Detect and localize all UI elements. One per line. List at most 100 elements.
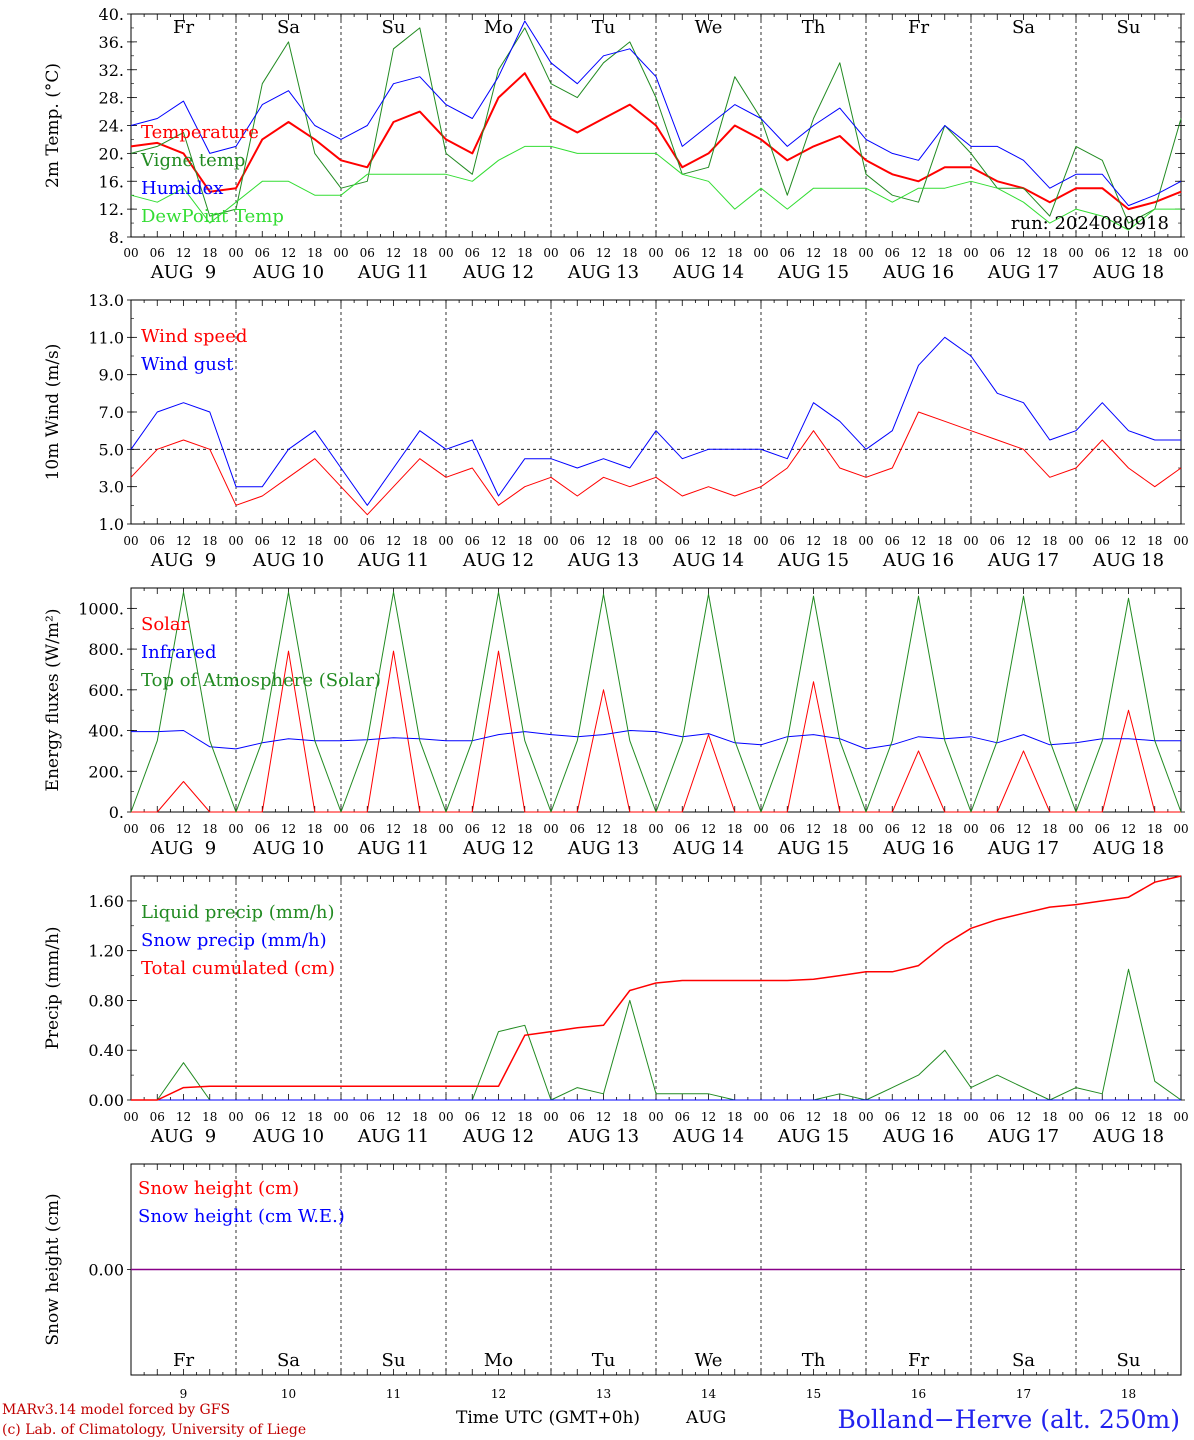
hour-tick-label: 18 — [832, 534, 847, 548]
hour-tick-label: 18 — [1042, 1110, 1057, 1124]
series-line-top-of-atmosphere-solar- — [130, 591, 1182, 813]
date-label: AUG 13 — [567, 262, 639, 283]
hour-tick-label: 06 — [570, 1110, 585, 1124]
y-axis-title: Snow height (cm) — [43, 1193, 63, 1345]
hour-tick-label: 12 — [176, 534, 191, 548]
hour-tick-label: 18 — [1042, 246, 1057, 260]
date-label: AUG 11 — [357, 550, 429, 571]
y-tick-label: 8. — [109, 228, 124, 247]
plot-frame — [130, 587, 1182, 813]
weekday-label: Fr — [173, 17, 194, 38]
date-label: AUG 14 — [672, 262, 744, 283]
date-label: AUG 18 — [1092, 550, 1164, 571]
weekday-label: We — [695, 17, 723, 38]
hour-tick-label: 12 — [806, 1110, 821, 1124]
hour-tick-label: 00 — [1173, 822, 1188, 836]
hour-tick-label: 06 — [780, 246, 795, 260]
hour-tick-label: 18 — [937, 1110, 952, 1124]
hour-tick-label: 12 — [701, 1110, 716, 1124]
hour-tick-label: 00 — [438, 822, 453, 836]
date-label: AUG 15 — [777, 550, 849, 571]
weekday-label: Fr — [173, 1350, 194, 1371]
legend-entry: Infrared — [141, 642, 216, 663]
panel-2: 13.0 11.0 9.0 7.0 5.0 3.0 1.0 10m Wind (m/s) Win… — [43, 291, 1189, 571]
footer-model-line2: (c) Lab. of Climatology, University of L… — [2, 1422, 306, 1438]
hour-tick-label: 18 — [202, 1110, 217, 1124]
weekday-label: Mo — [484, 1350, 513, 1371]
y-tick-label: 0.80 — [88, 991, 124, 1010]
date-label: AUG 13 — [567, 838, 639, 859]
y-axis-title: 2m Temp. (°C) — [43, 63, 63, 188]
hour-tick-label: 12 — [176, 246, 191, 260]
y-tick-label: 0. — [109, 803, 124, 822]
hour-tick-label: 06 — [780, 822, 795, 836]
hour-tick-label: 00 — [123, 246, 138, 260]
hour-tick-label: 18 — [307, 822, 322, 836]
legend-entry: Top of Atmosphere (Solar) — [141, 670, 381, 691]
hour-tick-label: 00 — [1173, 1110, 1188, 1124]
hour-tick-label: 12 — [176, 1110, 191, 1124]
date-label: AUG 9 — [150, 262, 216, 283]
series-line-dewpoint-temp — [130, 145, 1181, 231]
weekday-label: Su — [382, 17, 406, 38]
hour-tick-label: 18 — [412, 1110, 427, 1124]
hour-tick-label: 12 — [491, 822, 506, 836]
hour-tick-label: 06 — [675, 534, 690, 548]
hour-tick-label: 18 — [1042, 822, 1057, 836]
hour-tick-label: 00 — [1068, 246, 1083, 260]
hour-tick-label: 12 — [596, 822, 611, 836]
day-number-label: 10 — [281, 1387, 296, 1401]
run-label: run: 2024080918 — [1011, 213, 1169, 234]
date-label: AUG 10 — [252, 838, 324, 859]
hour-tick-label: 00 — [858, 246, 873, 260]
hour-tick-label: 06 — [465, 534, 480, 548]
hour-tick-label: 18 — [937, 822, 952, 836]
hour-tick-label: 18 — [832, 246, 847, 260]
hour-tick-label: 18 — [412, 822, 427, 836]
series-line-infrared — [131, 730, 1181, 750]
hour-tick-label: 18 — [622, 534, 637, 548]
hour-tick-label: 06 — [675, 822, 690, 836]
hour-tick-label: 00 — [963, 246, 978, 260]
legend-entry: Snow height (cm) — [138, 1178, 299, 1199]
legend-entry: Liquid precip (mm/h) — [141, 902, 335, 923]
hour-tick-label: 00 — [753, 246, 768, 260]
y-tick-label: 1.0 — [99, 515, 124, 534]
date-label: AUG 10 — [252, 1126, 324, 1147]
hour-tick-label: 18 — [832, 822, 847, 836]
series-line-wind-gust — [130, 336, 1181, 506]
hour-tick-label: 18 — [202, 246, 217, 260]
footer-model-line1: MARv3.14 model forced by GFS — [2, 1402, 230, 1418]
weekday-label: We — [695, 1350, 723, 1371]
legend-entry: Snow height (cm W.E.) — [138, 1206, 345, 1227]
legend-entry: DewPoint Temp — [141, 206, 284, 227]
weekday-label: Su — [382, 1350, 406, 1371]
date-label: AUG 10 — [252, 262, 324, 283]
legend-entry: Humidex — [141, 178, 223, 199]
hour-tick-label: 00 — [333, 534, 348, 548]
y-tick-label: 800. — [88, 640, 124, 659]
hour-tick-label: 18 — [517, 1110, 532, 1124]
date-label: AUG 16 — [882, 262, 954, 283]
date-label: AUG 12 — [462, 262, 534, 283]
y-tick-label: 1.60 — [88, 892, 124, 911]
legend-entry: Wind gust — [141, 354, 234, 375]
day-number-label: 13 — [596, 1387, 611, 1401]
hour-tick-label: 18 — [1147, 534, 1162, 548]
hour-tick-label: 18 — [832, 1110, 847, 1124]
y-tick-label: 40. — [99, 5, 124, 24]
series-line-humidex — [130, 20, 1182, 207]
date-label: AUG 18 — [1092, 838, 1164, 859]
legend-entry: Wind speed — [141, 326, 247, 347]
hour-tick-label: 00 — [858, 1110, 873, 1124]
x-axis-title: Time UTC (GMT+0h) — [456, 1408, 640, 1428]
series-line-wind-speed — [130, 411, 1182, 516]
y-tick-label: 0.40 — [88, 1041, 124, 1060]
hour-tick-label: 06 — [1095, 822, 1110, 836]
hour-tick-label: 00 — [858, 822, 873, 836]
legend-entry: Snow precip (mm/h) — [141, 930, 327, 951]
hour-tick-label: 06 — [675, 246, 690, 260]
date-label: AUG 13 — [567, 1126, 639, 1147]
y-tick-label: 24. — [99, 117, 124, 136]
series-line-total-cumulated-cm- — [131, 875, 1182, 1101]
